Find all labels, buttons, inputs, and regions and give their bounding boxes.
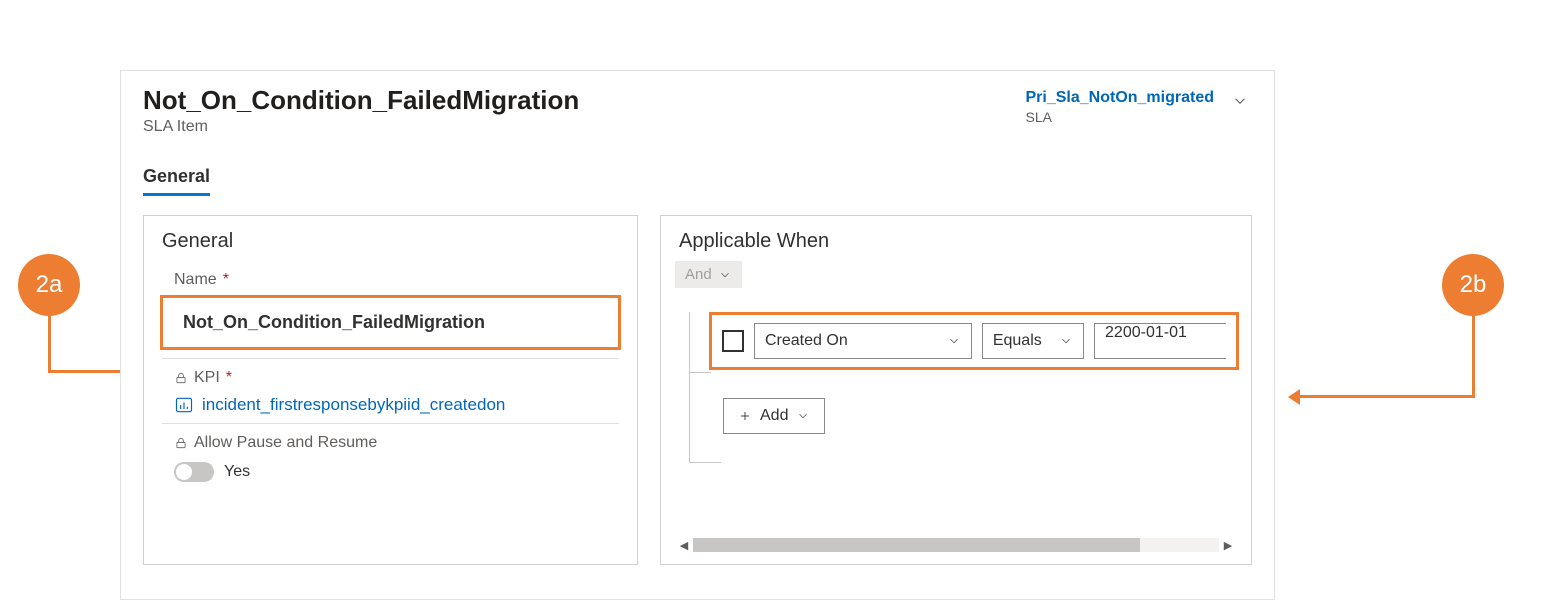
callout-2a-connector-v	[48, 316, 51, 372]
condition-tree: Created On Equals 2200-01-01	[689, 312, 1251, 434]
scroll-track[interactable]	[693, 538, 1219, 552]
allow-pause-value: Yes	[224, 463, 250, 481]
chevron-down-icon	[947, 334, 961, 348]
callout-2b-label: 2b	[1460, 271, 1487, 299]
plus-icon	[738, 409, 752, 423]
chevron-down-icon	[1059, 334, 1073, 348]
related-record-link[interactable]: Pri_Sla_NotOn_migrated	[1026, 89, 1215, 107]
related-record-type: SLA	[1026, 109, 1215, 125]
add-condition-button[interactable]: Add	[723, 398, 825, 434]
allow-pause-label-text: Allow Pause and Resume	[194, 434, 377, 452]
name-required-indicator: *	[223, 271, 229, 289]
horizontal-scrollbar[interactable]: ◀ ▶	[675, 536, 1237, 554]
condition-checkbox[interactable]	[722, 330, 744, 352]
chevron-down-icon	[796, 409, 810, 423]
name-input[interactable]: Not_On_Condition_FailedMigration	[160, 295, 621, 350]
related-expand-button[interactable]	[1228, 89, 1252, 113]
tree-hline-condition	[689, 372, 711, 373]
form-header: Not_On_Condition_FailedMigration SLA Ite…	[143, 85, 1252, 136]
tab-bar: General	[143, 166, 1252, 197]
general-section: General Name * Not_On_Condition_FailedMig…	[143, 215, 638, 565]
name-label-text: Name	[174, 271, 217, 289]
chevron-down-icon	[1231, 92, 1249, 110]
add-button-label: Add	[760, 407, 788, 425]
form-panel: Not_On_Condition_FailedMigration SLA Ite…	[120, 70, 1275, 600]
tree-hline-add	[689, 462, 721, 463]
kpi-required-indicator: *	[226, 369, 232, 387]
page-title: Not_On_Condition_FailedMigration	[143, 85, 579, 116]
condition-group-operator[interactable]: And	[675, 261, 742, 288]
tree-vline	[689, 312, 690, 462]
condition-value-input[interactable]: 2200-01-01	[1094, 323, 1226, 359]
callout-2b-connector-h	[1300, 395, 1475, 398]
callout-2a: 2a	[18, 254, 80, 316]
general-section-title: General	[144, 230, 637, 261]
lock-icon	[174, 371, 188, 385]
condition-value-text: 2200-01-01	[1105, 324, 1187, 341]
name-value: Not_On_Condition_FailedMigration	[183, 312, 485, 332]
kpi-field-label: KPI *	[144, 359, 637, 387]
lock-icon	[174, 436, 188, 450]
allow-pause-label: Allow Pause and Resume	[144, 424, 637, 452]
chevron-down-icon	[718, 268, 732, 282]
condition-field-dropdown[interactable]: Created On	[754, 323, 972, 359]
allow-pause-toggle[interactable]	[174, 462, 214, 482]
condition-row: Created On Equals 2200-01-01	[709, 312, 1239, 370]
callout-2b-arrowhead	[1288, 389, 1300, 405]
scroll-left-arrow[interactable]: ◀	[675, 536, 693, 554]
kpi-label-text: KPI	[194, 369, 220, 387]
group-operator-label: And	[685, 266, 712, 283]
kpi-lookup-link[interactable]: incident_firstresponsebykpiid_createdon	[202, 395, 505, 415]
condition-operator-dropdown[interactable]: Equals	[982, 323, 1084, 359]
kpi-entity-icon	[174, 395, 194, 415]
scroll-thumb[interactable]	[693, 538, 1140, 552]
callout-2b-connector-v	[1472, 316, 1475, 398]
condition-operator-value: Equals	[993, 332, 1042, 350]
callout-2a-label: 2a	[36, 271, 63, 299]
toggle-knob	[176, 464, 192, 480]
name-field-label: Name *	[144, 261, 637, 289]
condition-field-value: Created On	[765, 332, 848, 350]
page-subtitle: SLA Item	[143, 118, 579, 136]
applicable-when-section: Applicable When And Created On	[660, 215, 1252, 565]
applicable-when-title: Applicable When	[661, 230, 1251, 261]
callout-2b: 2b	[1442, 254, 1504, 316]
scroll-right-arrow[interactable]: ▶	[1219, 536, 1237, 554]
tab-general[interactable]: General	[143, 166, 210, 196]
